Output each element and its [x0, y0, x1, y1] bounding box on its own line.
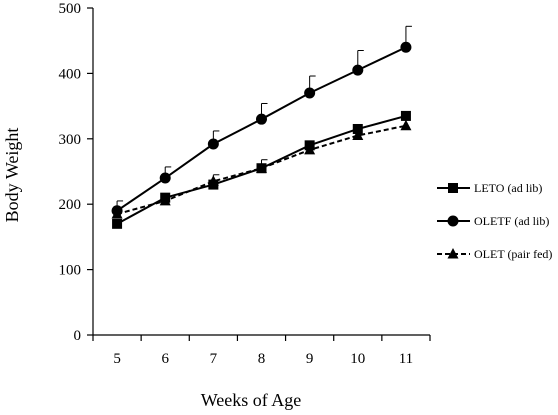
- data-point: [352, 64, 364, 76]
- y-tick-label: 300: [59, 132, 82, 148]
- y-tick-label: 200: [59, 197, 82, 213]
- legend-label: OLETF (ad lib): [474, 214, 549, 228]
- data-point: [256, 162, 267, 173]
- series-group: [111, 41, 412, 229]
- data-point: [304, 143, 316, 155]
- legend-item: OLET (pair fed): [437, 247, 552, 261]
- data-point: [207, 175, 219, 186]
- legend-item: OLETF (ad lib): [437, 214, 549, 228]
- legend-label: LETO (ad lib): [474, 181, 542, 195]
- y-tick-label: 100: [59, 263, 82, 279]
- axes: [92, 8, 430, 336]
- x-tick-label: 11: [399, 351, 413, 367]
- data-point: [400, 41, 412, 53]
- y-tick-label: 400: [59, 66, 82, 82]
- legend: LETO (ad lib) OLETF (ad lib) OLET (pair fe…: [437, 181, 552, 261]
- x-tick-label: 7: [210, 351, 218, 367]
- data-point: [304, 87, 316, 99]
- data-point: [159, 194, 171, 206]
- x-axis-title: Weeks of Age: [201, 390, 302, 410]
- legend-marker: [447, 215, 459, 227]
- data-point: [400, 110, 411, 121]
- data-point: [256, 113, 267, 125]
- y-tick-label: 0: [74, 328, 82, 344]
- series-triangle: [111, 119, 412, 219]
- y-axis-title: Body Weight: [2, 128, 22, 223]
- x-tick-label: 9: [306, 351, 314, 367]
- x-tick-label: 8: [258, 351, 266, 367]
- x-tick-label: 6: [161, 351, 169, 367]
- y-tick-label: 500: [59, 1, 82, 17]
- series-circle: [111, 41, 412, 217]
- y-axis-ticks: 0 100 200 300 400 500: [59, 1, 93, 344]
- data-point: [207, 138, 219, 150]
- legend-marker: [447, 248, 459, 259]
- data-point: [112, 218, 123, 229]
- data-point: [111, 208, 123, 219]
- x-axis-ticks: 5 6 7 8 9 10 11: [92, 335, 431, 367]
- legend-marker: [448, 183, 458, 193]
- data-point: [400, 119, 412, 131]
- data-point: [159, 172, 171, 184]
- data-point: [352, 129, 364, 141]
- legend-item: LETO (ad lib): [437, 181, 542, 195]
- x-tick-label: 5: [113, 351, 121, 367]
- legend-label: OLET (pair fed): [474, 247, 552, 261]
- data-point: [352, 123, 363, 134]
- x-tick-label: 10: [350, 351, 365, 367]
